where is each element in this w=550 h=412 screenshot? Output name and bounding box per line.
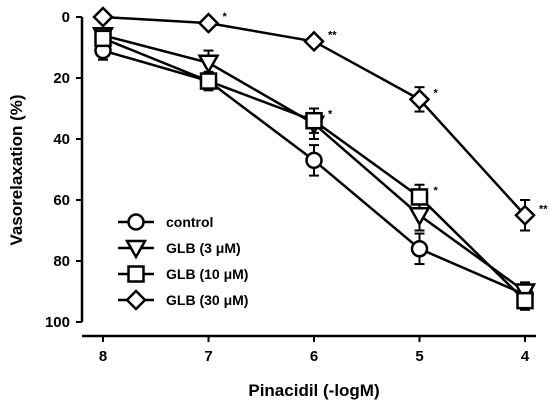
y-tick-label: 0 (62, 9, 70, 26)
y-tick-label: 60 (53, 192, 70, 209)
x-tick-label: 6 (310, 348, 318, 365)
legend-label: GLB (30 μM) (166, 292, 248, 308)
legend-marker-triangle-down (124, 239, 148, 260)
significance-marker: * (434, 185, 439, 197)
x-tick-label: 5 (415, 348, 423, 365)
data-point-square (199, 72, 218, 90)
series-markers (91, 6, 537, 310)
data-point-circle (305, 151, 323, 170)
x-tick-label: 8 (99, 348, 107, 365)
legend-label: GLB (3 μM) (166, 240, 241, 256)
legend: control GLB (3 μM) GLB (10 μM) GLB (30 μM) (118, 213, 248, 311)
y-tick-label: 80 (53, 253, 70, 270)
y-tick-label: 40 (53, 131, 70, 148)
legend-label: control (166, 214, 213, 230)
data-point-square (410, 188, 429, 206)
data-point-triangle-down (408, 207, 431, 227)
y-axis-title: Vasorelaxation (%) (7, 94, 26, 245)
y-tick-label: 100 (45, 314, 70, 331)
data-point-diamond (408, 88, 431, 111)
significance-annotations: ******** (223, 11, 549, 215)
legend-marker-diamond (125, 289, 147, 311)
data-point-square (305, 111, 323, 130)
legend-label: GLB (10 μM) (166, 266, 248, 282)
x-axis-title: Pinacidil (-logM) (248, 381, 379, 400)
data-point-circle (410, 240, 429, 258)
significance-marker: * (328, 109, 333, 121)
data-point-diamond (514, 204, 536, 227)
data-point-diamond (303, 30, 325, 53)
data-point-triangle-down (197, 54, 220, 75)
x-tick-label: 7 (204, 348, 212, 365)
data-point-diamond (92, 6, 114, 28)
significance-marker: ** (328, 29, 337, 41)
legend-marker-circle (127, 213, 145, 231)
significance-marker: ** (539, 203, 548, 215)
axes: 0 20 40 60 80 100 8 7 6 5 4 (45, 9, 536, 365)
significance-marker: * (434, 87, 439, 99)
data-point-square (94, 29, 112, 48)
data-point-square (516, 291, 534, 310)
y-tick-label: 20 (53, 70, 70, 87)
x-tick-label: 4 (521, 348, 530, 365)
legend-marker-square (127, 265, 145, 283)
significance-marker: * (223, 11, 228, 23)
data-point-diamond (197, 12, 220, 34)
